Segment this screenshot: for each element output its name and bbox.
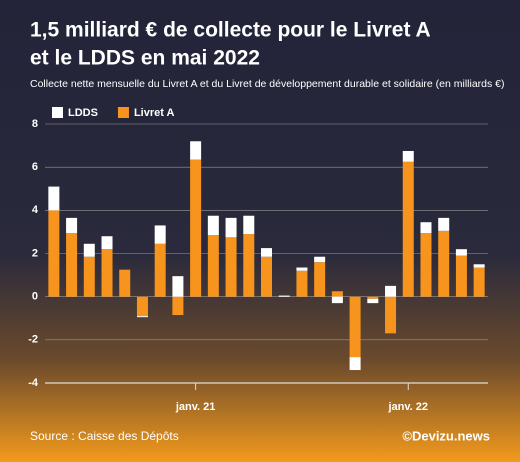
bar-segment — [190, 141, 202, 160]
bar-segment — [438, 217, 450, 231]
bar-segment — [83, 243, 95, 257]
bar-segment — [420, 222, 432, 233]
subtitle: Collecte nette mensuelle du Livret A et … — [30, 78, 505, 90]
bar-segment — [243, 215, 255, 235]
chart-title: 1,5 milliard € de collecte pour le Livre… — [30, 19, 431, 42]
y-tick-label: 2 — [32, 247, 38, 259]
bar-segment — [48, 186, 60, 211]
bar-segment — [367, 298, 379, 304]
legend-swatch — [52, 107, 63, 118]
bar-segment — [261, 248, 272, 257]
bar-segment — [119, 269, 131, 297]
legend-label: LDDS — [68, 107, 98, 119]
bar-segment — [296, 267, 308, 271]
bar-segment — [172, 296, 184, 316]
bar-segment — [136, 296, 148, 317]
bar-segment — [225, 237, 237, 297]
bar-segment — [207, 215, 219, 236]
bar-segment — [66, 232, 78, 297]
credit: ©Devizu.news — [402, 428, 490, 443]
bar-segment — [172, 276, 184, 297]
legend-label: Livret A — [134, 107, 175, 119]
bar-segment — [314, 262, 326, 297]
bar-segment — [420, 232, 432, 297]
chart-title: et le LDDS en mai 2022 — [30, 47, 260, 70]
bar-segment — [190, 159, 202, 297]
bar-segment — [101, 249, 113, 297]
bar-segment — [83, 256, 95, 297]
bar-segment — [331, 291, 343, 297]
bar-segment — [296, 270, 308, 297]
y-tick-label: 4 — [32, 204, 39, 216]
bar-segment — [154, 225, 166, 244]
bar-segment — [455, 255, 467, 297]
bar-segment — [455, 249, 467, 256]
bar-segment — [207, 235, 219, 297]
bar-segment — [154, 243, 166, 297]
source: Source : Caisse des Dépôts — [30, 429, 179, 443]
bar-segment — [438, 230, 450, 297]
bar-segment — [385, 285, 397, 297]
y-tick-label: -2 — [28, 334, 38, 346]
bar-segment — [314, 256, 326, 263]
y-tick-label: -4 — [28, 377, 39, 389]
bar-segment — [66, 217, 78, 233]
bar-segment — [243, 234, 255, 297]
bar-segment — [136, 316, 148, 318]
bar-segment — [402, 161, 414, 297]
bar-segment — [261, 256, 272, 297]
bar-segment — [48, 210, 60, 297]
bar-segment — [331, 296, 343, 304]
bar-segment — [349, 357, 361, 371]
legend-swatch — [117, 107, 129, 118]
bar-segment — [349, 296, 361, 358]
x-tick-label: janv. 22 — [387, 401, 428, 413]
x-tick-label: janv. 21 — [175, 401, 216, 413]
bar-segment — [225, 217, 237, 238]
bar-segment — [473, 264, 485, 268]
bar-segment — [101, 236, 113, 250]
y-tick-label: 6 — [32, 161, 38, 173]
bar-segment — [367, 296, 379, 299]
bar-segment — [278, 295, 290, 297]
y-tick-label: 8 — [32, 118, 38, 130]
y-tick-label: 0 — [32, 291, 38, 303]
bar-segment — [402, 150, 414, 162]
bar-segment — [473, 267, 485, 297]
bar-segment — [385, 296, 397, 334]
